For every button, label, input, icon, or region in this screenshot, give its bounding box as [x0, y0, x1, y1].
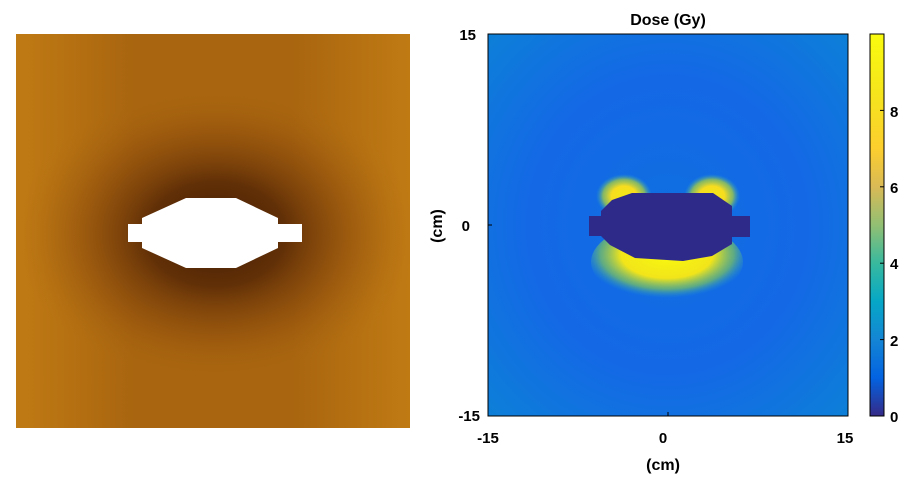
- object-region: [589, 193, 750, 261]
- colorbar-tick-label: 8: [890, 104, 898, 121]
- y-tick-label: -15: [458, 408, 480, 425]
- x-tick-label: 15: [837, 430, 854, 447]
- chart-title: Dose (Gy): [630, 12, 706, 29]
- x-tick-label: -15: [477, 430, 499, 447]
- colorbar-tick-marks: [880, 109, 884, 417]
- colorbar-tick-label: 2: [890, 333, 898, 350]
- colorbar: [870, 34, 884, 416]
- colorbar-tick-label: 0: [890, 409, 898, 426]
- x-tick-label: 0: [659, 430, 667, 447]
- y-tick-label: 15: [459, 27, 476, 44]
- x-axis-label: (cm): [646, 457, 680, 474]
- y-tick-label: 0: [462, 218, 470, 235]
- y-tick-marks: [488, 33, 492, 417]
- x-tick-marks: [487, 412, 849, 416]
- colorbar-frame: [869, 33, 885, 417]
- film-object: [128, 198, 302, 268]
- film-image: [16, 34, 410, 428]
- y-axis-label: (cm): [429, 209, 446, 243]
- colorbar-tick-label: 4: [890, 256, 899, 273]
- colorbar-tick-label: 6: [890, 180, 898, 197]
